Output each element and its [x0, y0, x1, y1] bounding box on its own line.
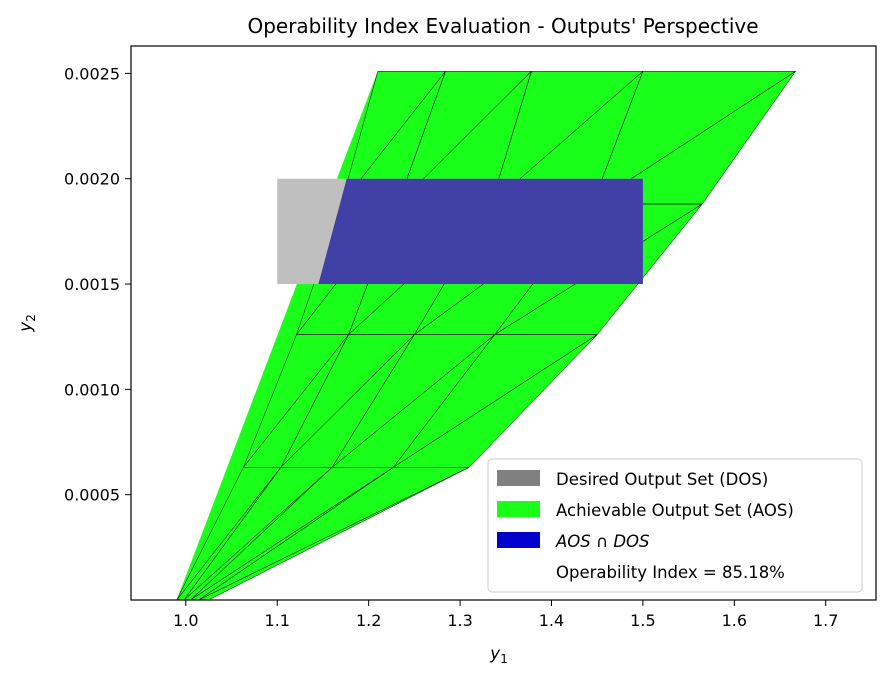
- aos-mesh-triangle: [397, 71, 533, 205]
- aos-mesh-triangle: [490, 71, 644, 205]
- aos-mesh-triangle: [340, 71, 447, 205]
- x-axis-label: y1: [489, 644, 508, 666]
- y-tick-label: 0.0020: [64, 170, 120, 189]
- intersection-region: [318, 178, 643, 284]
- x-tick-label: 1.5: [630, 611, 655, 630]
- legend-swatch-aos: [497, 501, 540, 517]
- legend-box: [487, 458, 863, 593]
- legend-label-aos: Achievable Output Set (AOS): [556, 501, 794, 520]
- y-axis-label-subscript: 2: [24, 314, 38, 322]
- y-axis: 0.0005 0.0010 0.0015 0.0020 0.0025: [64, 64, 131, 505]
- plot-area: [176, 71, 797, 600]
- legend-swatch-dos: [497, 470, 540, 486]
- chart-title: Operability Index Evaluation - Outputs' …: [247, 14, 758, 38]
- legend-swatch-intersection: [497, 532, 540, 548]
- y-tick-label: 0.0025: [64, 64, 120, 83]
- legend-label-dos: Desired Output Set (DOS): [556, 470, 768, 489]
- y-tick-label: 0.0005: [64, 486, 120, 505]
- x-axis: 1.0 1.1 1.2 1.3 1.4 1.5 1.6 1.7: [173, 600, 838, 630]
- x-tick-label: 1.3: [447, 611, 472, 630]
- y-tick-label: 0.0010: [64, 380, 120, 399]
- x-tick-label: 1.1: [265, 611, 290, 630]
- x-tick-label: 1.6: [722, 611, 747, 630]
- y-tick-label: 0.0015: [64, 275, 120, 294]
- aos-mesh-triangle: [592, 71, 797, 205]
- plot-frame: [130, 45, 877, 601]
- x-tick-label: 1.2: [356, 611, 381, 630]
- legend: Desired Output Set (DOS) Achievable Outp…: [487, 458, 863, 593]
- legend-label-operability-index: Operability Index = 85.18%: [556, 563, 785, 582]
- x-tick-label: 1.0: [173, 611, 198, 630]
- y-axis-label: y2: [16, 314, 38, 333]
- x-tick-label: 1.4: [539, 611, 564, 630]
- x-axis-label-subscript: 1: [500, 652, 508, 666]
- x-tick-label: 1.7: [813, 611, 838, 630]
- legend-label-intersection: AOS ∩ DOS: [555, 532, 649, 551]
